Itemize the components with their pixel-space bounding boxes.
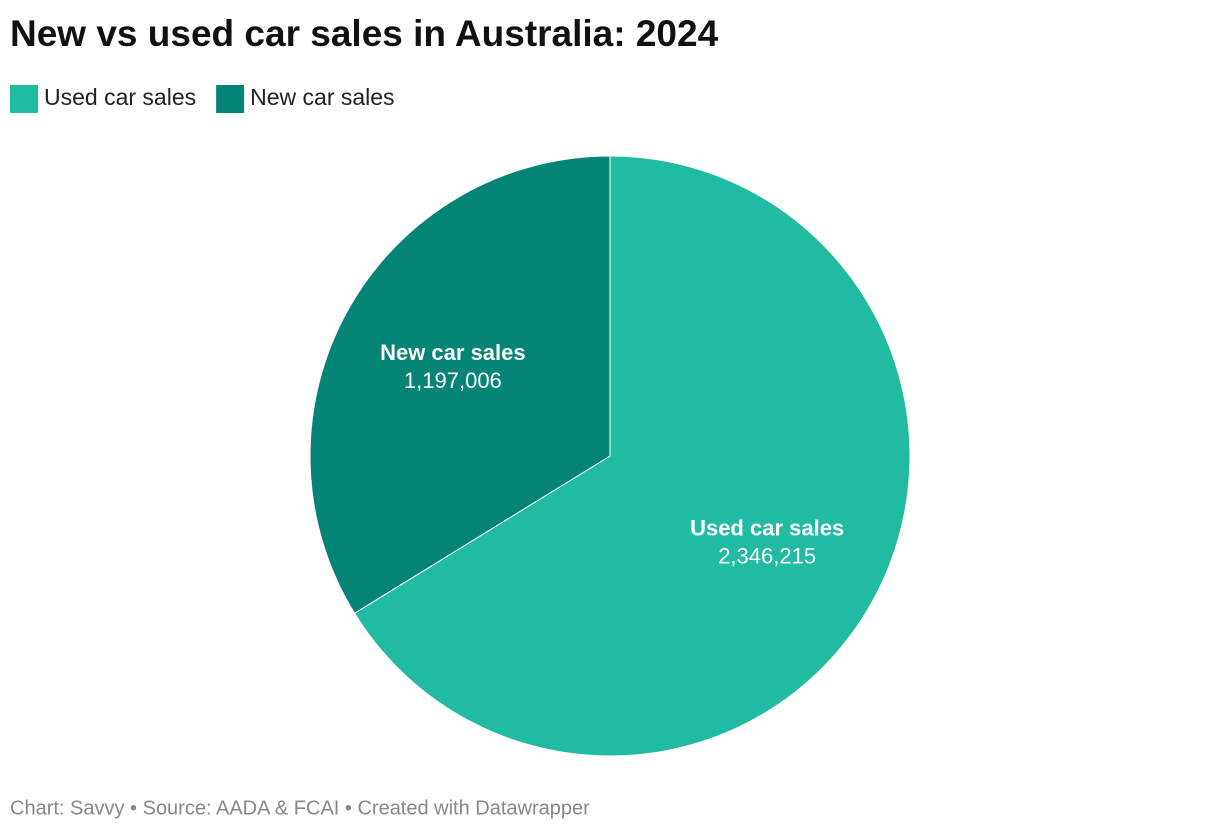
pie-slice bbox=[309, 155, 611, 614]
legend-label: New car sales bbox=[250, 84, 394, 110]
slice-value: 2,346,215 bbox=[718, 544, 816, 569]
legend: Used car sales New car sales bbox=[10, 84, 395, 113]
legend-swatch bbox=[10, 85, 38, 113]
slice-label: New car sales bbox=[380, 340, 526, 365]
footer: Chart: Savvy • Source: AADA & FCAI • Cre… bbox=[10, 797, 590, 819]
legend-swatch bbox=[216, 85, 245, 113]
slice-value: 1,197,006 bbox=[404, 368, 502, 393]
slice-label: Used car sales bbox=[690, 516, 844, 541]
legend-label: Used car sales bbox=[44, 84, 196, 110]
chart-title: New vs used car sales in Australia: 2024 bbox=[10, 13, 719, 54]
pie-slice bbox=[353, 155, 911, 757]
pie: Used car sales 2,346,215 New car sales 1,19… bbox=[309, 155, 911, 757]
